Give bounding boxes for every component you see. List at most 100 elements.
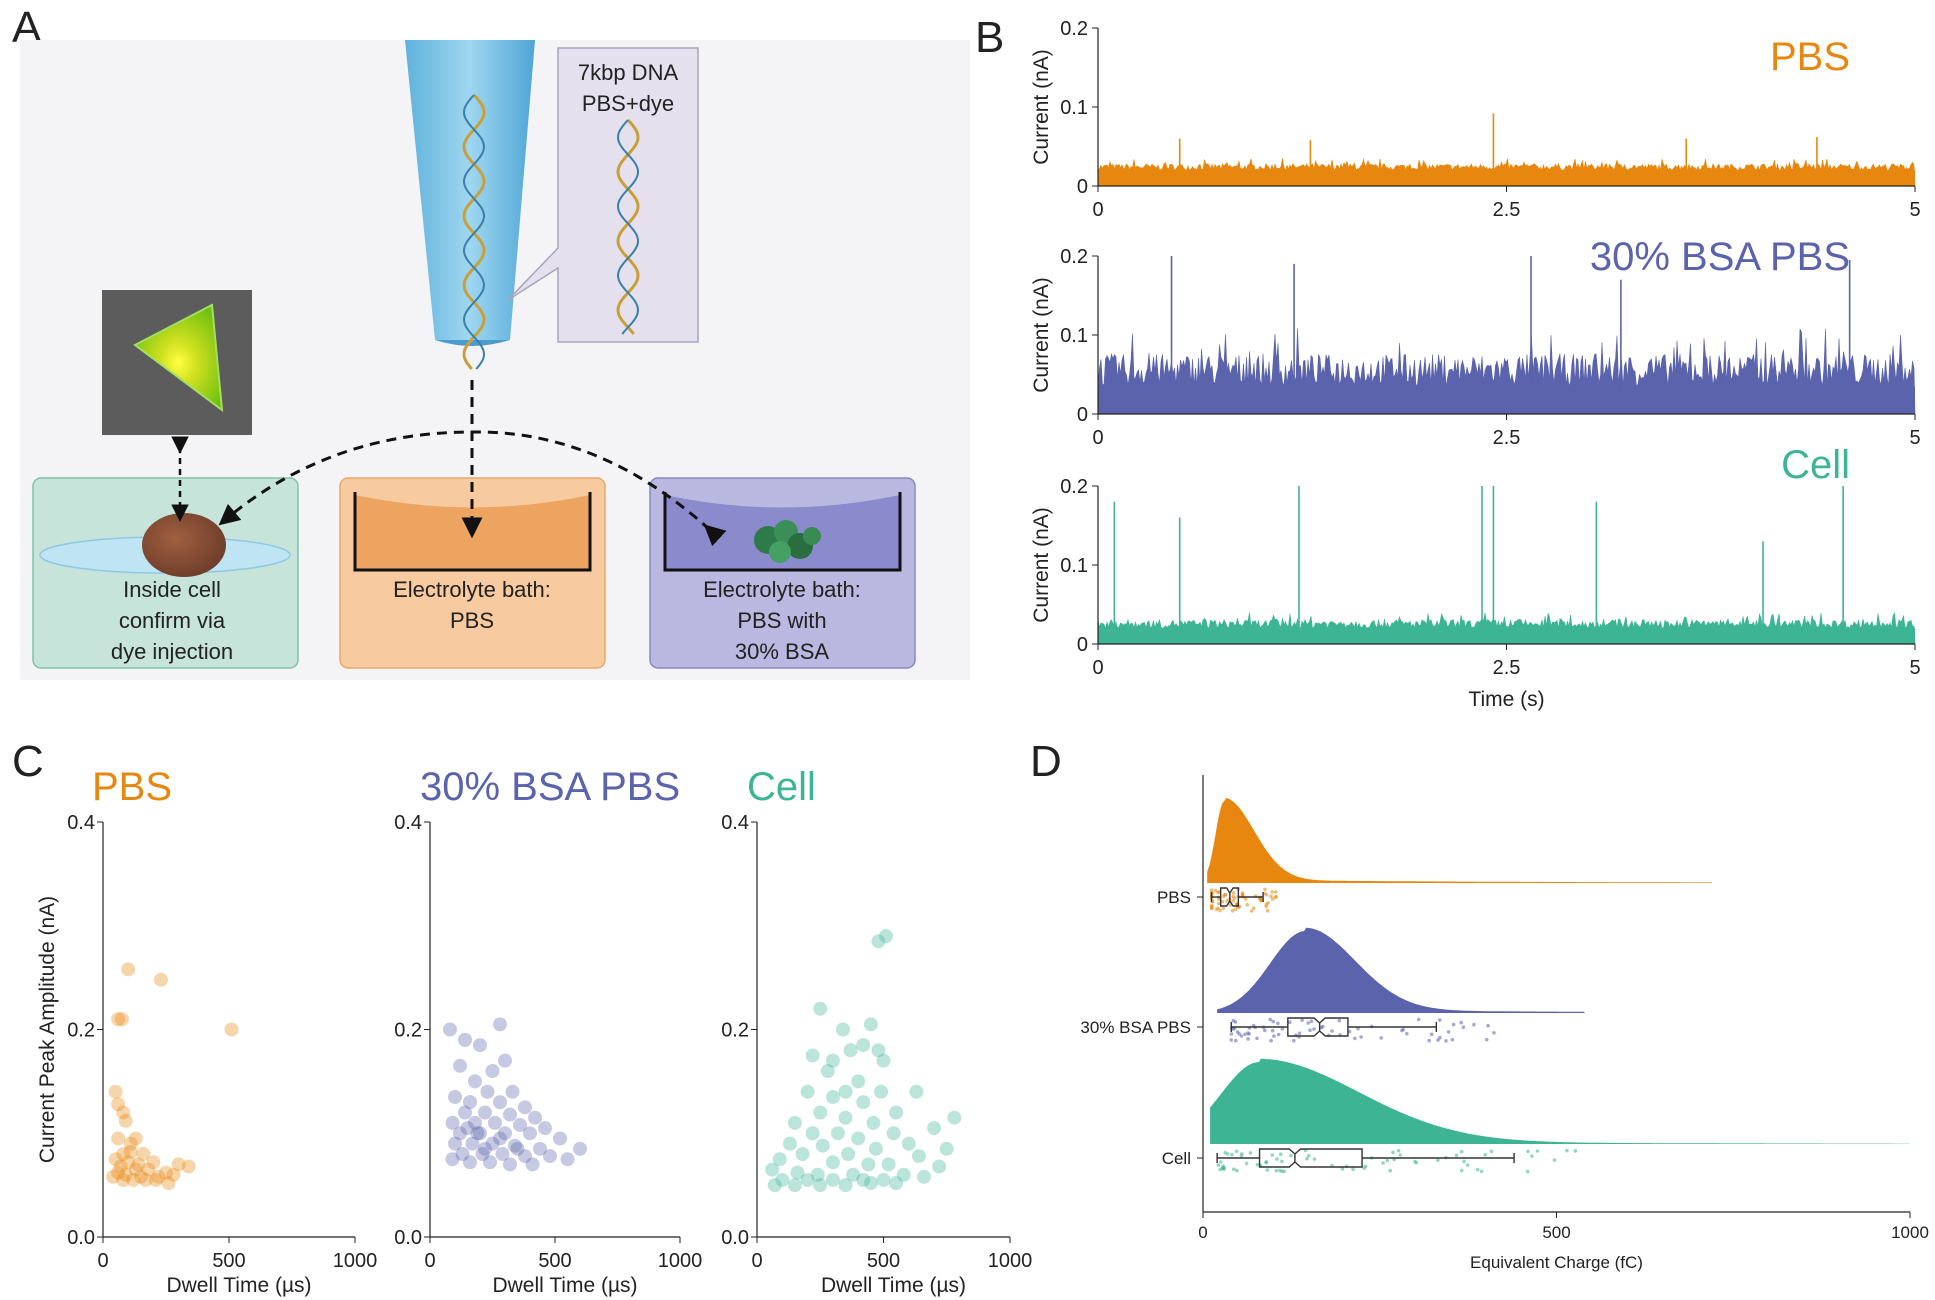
d-dot-1-28: [1263, 1028, 1267, 1033]
d-dot-2-58: [1235, 1168, 1239, 1173]
c-point-2-13: [838, 1084, 853, 1099]
b-ylabel-0: Current (nA): [1030, 49, 1053, 165]
c-point-1-33: [573, 1141, 587, 1156]
d-dot-2-66: [1221, 1166, 1226, 1170]
c-point-2-50: [825, 1172, 840, 1187]
c-point-2-49: [800, 1172, 815, 1187]
c-point-1-6: [498, 1053, 512, 1068]
d-dot-2-18: [1289, 1153, 1293, 1158]
bsa-bath-line-3: 30% BSA: [735, 639, 829, 664]
c-point-2-15: [800, 1084, 815, 1099]
c-point-1-15: [478, 1105, 492, 1120]
c-point-0-34: [161, 1176, 176, 1191]
d-dot-2-54: [1398, 1153, 1403, 1157]
d-dot-1-5: [1292, 1038, 1296, 1043]
d-dot-2-26: [1489, 1149, 1494, 1154]
c-point-2-8: [871, 1043, 886, 1058]
d-dot-1-27: [1450, 1037, 1455, 1042]
c-xtick-label-0-1: 500: [212, 1250, 245, 1272]
c-point-1-19: [468, 1115, 482, 1130]
d-dot-2-2: [1255, 1162, 1260, 1167]
c-point-2-18: [856, 1095, 871, 1110]
d-dot-0-68: [1223, 892, 1227, 897]
d-dot-1-64: [1427, 1038, 1431, 1043]
c-point-1-34: [455, 1147, 470, 1161]
c-point-2-4: [863, 1017, 878, 1032]
d-dot-1-56: [1416, 1017, 1421, 1022]
c-xtick-label-1-0: 0: [424, 1250, 435, 1272]
d-dot-1-1: [1484, 1037, 1489, 1042]
d-dot-0-56: [1273, 890, 1278, 894]
c-point-0-12: [116, 1147, 131, 1161]
c-point-2-48: [775, 1172, 790, 1187]
panel-label-c: C: [12, 737, 44, 786]
d-dot-2-20: [1279, 1152, 1283, 1156]
c-point-1-5: [485, 1064, 500, 1078]
c-point-1-12: [493, 1095, 507, 1110]
d-dot-0-54: [1221, 906, 1226, 911]
c-point-0-32: [148, 1172, 163, 1187]
c-point-1-48: [478, 1141, 492, 1156]
dna-strand-main-2: [462, 94, 486, 370]
c-point-2-43: [765, 1162, 780, 1177]
c-ytick-label-0-0: 0.0: [67, 1227, 95, 1249]
d-dot-0-57: [1231, 899, 1235, 903]
c-xlabel-0: Dwell Time (µs): [166, 1274, 311, 1297]
c-xtick-label-2-0: 0: [751, 1250, 762, 1272]
c-point-2-20: [889, 1105, 904, 1120]
b-title-0: PBS: [1770, 35, 1850, 79]
b-ylabel-1: Current (nA): [1030, 277, 1053, 393]
bsa-bath-line-1: Electrolyte bath:: [703, 577, 861, 602]
c-ytick-label-2-0: 0.0: [721, 1227, 749, 1249]
panel-b-traces: 0 0.1 0.2 0 2.5 5 Current (nA) PBS 0 0.1 0.2 0 2.5 5 C…: [1030, 18, 1921, 711]
callout-line-1: 7kbp DNA: [578, 60, 679, 85]
schematic: 7kbp DNA PBS+dye Inside cell confirm via…: [20, 40, 970, 680]
c-ytick-label-2-1: 0.2: [721, 1020, 749, 1042]
c-point-0-13: [123, 1144, 138, 1159]
c-point-2-7: [805, 1048, 820, 1063]
d-dot-1-24: [1268, 1017, 1272, 1022]
c-point-2-12: [851, 1074, 866, 1089]
d-dot-0-50: [1270, 897, 1275, 901]
d-category-0: PBS: [1157, 888, 1191, 907]
d-dot-2-34: [1230, 1152, 1234, 1157]
d-dot-2-7: [1526, 1149, 1530, 1154]
c-point-1-42: [503, 1157, 517, 1172]
c-point-2-17: [825, 1089, 840, 1104]
c-point-0-23: [159, 1165, 173, 1180]
d-dot-1-26: [1444, 1039, 1448, 1043]
d-dot-1-39: [1300, 1018, 1304, 1022]
c-point-1-35: [475, 1147, 490, 1161]
c-point-0-35: [131, 1157, 146, 1172]
pbs-bath-line-2: PBS: [450, 608, 494, 633]
c-point-1-1: [493, 1017, 507, 1032]
b-xtick-label-2-1: 2.5: [1493, 657, 1521, 679]
d-xtick-label-0: 0: [1198, 1223, 1207, 1242]
c-point-0-20: [113, 1159, 128, 1174]
d-dot-0-25: [1220, 899, 1225, 904]
d-dot-1-52: [1486, 1023, 1490, 1028]
c-xtick-label-2-1: 500: [867, 1250, 900, 1272]
c-xlabel-1: Dwell Time (µs): [492, 1274, 637, 1297]
d-dot-1-32: [1492, 1031, 1496, 1035]
c-point-1-23: [453, 1126, 467, 1141]
d-xtick-label-2: 1000: [1891, 1223, 1929, 1242]
c-point-0-5: [108, 1084, 123, 1099]
c-point-2-11: [820, 1064, 835, 1078]
b-ytick-label-2-0: 0: [1077, 634, 1088, 656]
b-xlabel: Time (s): [1468, 688, 1544, 711]
c-point-0-11: [123, 1136, 138, 1151]
d-dot-0-16: [1218, 908, 1222, 913]
d-density-1: [1217, 927, 1585, 1013]
d-dot-1-59: [1271, 1019, 1275, 1024]
d-dot-2-16: [1264, 1160, 1269, 1164]
cell-nucleus: [142, 513, 226, 577]
d-box-1: [1287, 1017, 1349, 1037]
d-dot-1-47: [1446, 1030, 1451, 1034]
c-point-1-11: [463, 1095, 477, 1110]
c-point-2-3: [836, 1022, 851, 1037]
d-dot-2-42: [1282, 1169, 1286, 1174]
d-dot-0-28: [1231, 891, 1236, 895]
c-point-0-26: [133, 1169, 148, 1184]
d-dot-2-68: [1280, 1159, 1284, 1164]
